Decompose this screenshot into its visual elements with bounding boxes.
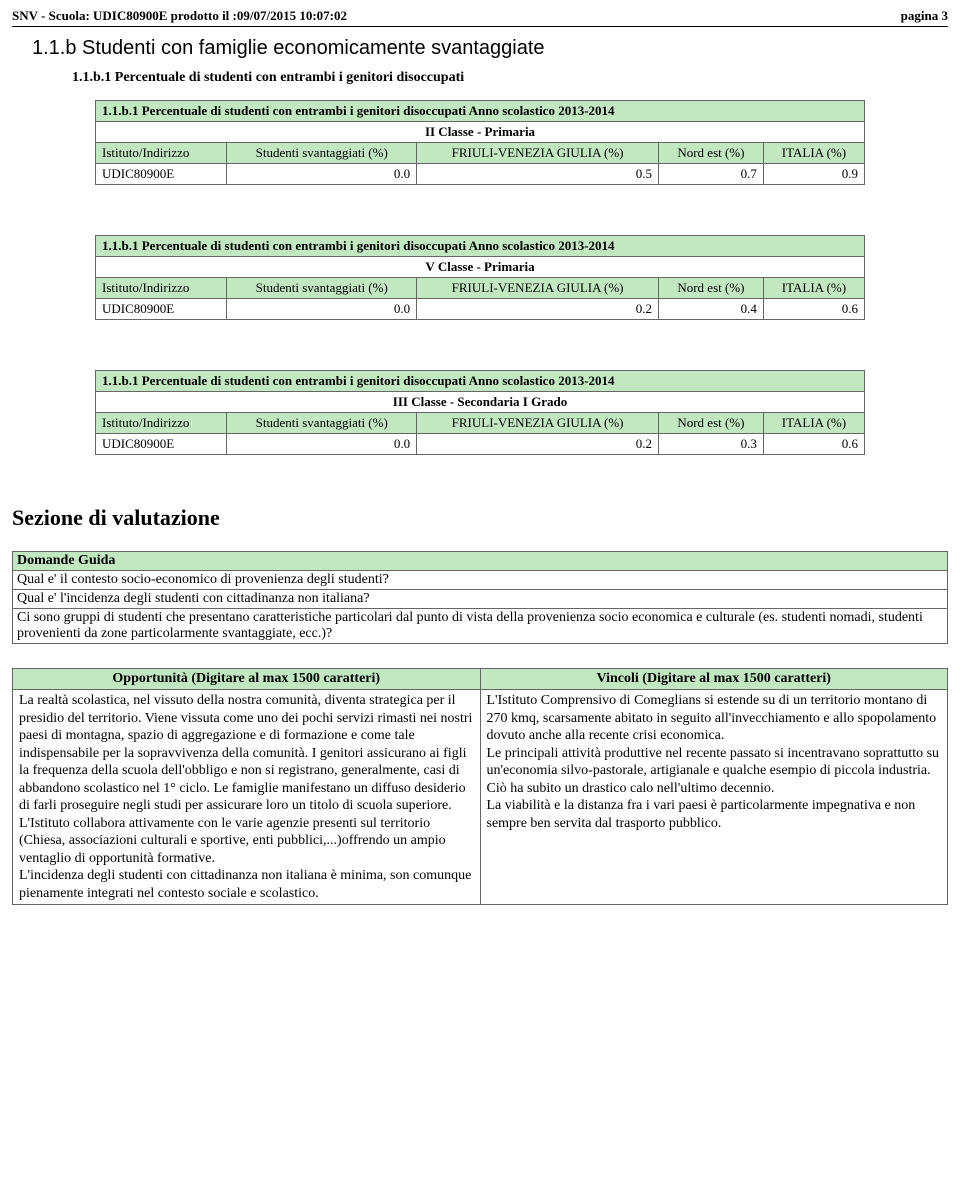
table-title: 1.1.b.1 Percentuale di studenti con entr… xyxy=(96,371,865,392)
column-header: FRIULI-VENEZIA GIULIA (%) xyxy=(417,143,659,164)
value-cell: 0.3 xyxy=(658,434,763,455)
column-header: Istituto/Indirizzo xyxy=(96,413,227,434)
column-header: Studenti svantaggiati (%) xyxy=(227,278,417,299)
table-class: II Classe - Primaria xyxy=(96,122,865,143)
sezione-heading: Sezione di valutazione xyxy=(12,505,948,531)
value-cell: 0.0 xyxy=(227,434,417,455)
table-title: 1.1.b.1 Percentuale di studenti con entr… xyxy=(96,236,865,257)
column-header: Nord est (%) xyxy=(658,278,763,299)
opportunita-body: La realtà scolastica, nel vissuto della … xyxy=(13,690,481,905)
istituto-cell: UDIC80900E xyxy=(96,434,227,455)
value-cell: 0.0 xyxy=(227,299,417,320)
table-row: UDIC80900E0.00.20.40.6 xyxy=(96,299,865,320)
domanda-guida-row: Ci sono gruppi di studenti che presentan… xyxy=(13,609,948,644)
section-title: 1.1.b Studenti con famiglie economicamen… xyxy=(32,37,948,60)
value-cell: 0.6 xyxy=(763,299,864,320)
istituto-cell: UDIC80900E xyxy=(96,164,227,185)
header-left: SNV - Scuola: UDIC80900E prodotto il :09… xyxy=(12,8,347,24)
domanda-guida-row: Qual e' il contesto socio-economico di p… xyxy=(13,571,948,590)
vincoli-header: Vincoli (Digitare al max 1500 caratteri) xyxy=(480,669,948,690)
value-cell: 0.2 xyxy=(417,434,659,455)
value-cell: 0.2 xyxy=(417,299,659,320)
value-cell: 0.9 xyxy=(763,164,864,185)
table-row: UDIC80900E0.00.50.70.9 xyxy=(96,164,865,185)
domande-guida-header: Domande Guida xyxy=(13,552,948,571)
data-table-wrap: 1.1.b.1 Percentuale di studenti con entr… xyxy=(95,235,865,320)
domande-guida-table: Domande Guida Qual e' il contesto socio-… xyxy=(12,551,948,644)
value-cell: 0.0 xyxy=(227,164,417,185)
table-row: UDIC80900E0.00.20.30.6 xyxy=(96,434,865,455)
opportunita-header: Opportunità (Digitare al max 1500 caratt… xyxy=(13,669,481,690)
data-table: 1.1.b.1 Percentuale di studenti con entr… xyxy=(95,235,865,320)
data-table-wrap: 1.1.b.1 Percentuale di studenti con entr… xyxy=(95,370,865,455)
table-title: 1.1.b.1 Percentuale di studenti con entr… xyxy=(96,101,865,122)
value-cell: 0.7 xyxy=(658,164,763,185)
column-header: ITALIA (%) xyxy=(763,278,864,299)
table-class: III Classe - Secondaria I Grado xyxy=(96,392,865,413)
value-cell: 0.5 xyxy=(417,164,659,185)
value-cell: 0.6 xyxy=(763,434,864,455)
domanda-guida-row: Qual e' l'incidenza degli studenti con c… xyxy=(13,590,948,609)
column-header: FRIULI-VENEZIA GIULIA (%) xyxy=(417,413,659,434)
column-header: Nord est (%) xyxy=(658,143,763,164)
data-table: 1.1.b.1 Percentuale di studenti con entr… xyxy=(95,370,865,455)
table-class: V Classe - Primaria xyxy=(96,257,865,278)
column-header: Istituto/Indirizzo xyxy=(96,278,227,299)
opportunita-vincoli-table: Opportunità (Digitare al max 1500 caratt… xyxy=(12,668,948,905)
column-header: Studenti svantaggiati (%) xyxy=(227,143,417,164)
vincoli-body: L'Istituto Comprensivo di Comeglians si … xyxy=(480,690,948,905)
istituto-cell: UDIC80900E xyxy=(96,299,227,320)
column-header: ITALIA (%) xyxy=(763,143,864,164)
column-header: FRIULI-VENEZIA GIULIA (%) xyxy=(417,278,659,299)
data-table-wrap: 1.1.b.1 Percentuale di studenti con entr… xyxy=(95,100,865,185)
page-header: SNV - Scuola: UDIC80900E prodotto il :09… xyxy=(12,8,948,27)
section-subtitle: 1.1.b.1 Percentuale di studenti con entr… xyxy=(72,70,948,86)
value-cell: 0.4 xyxy=(658,299,763,320)
data-table: 1.1.b.1 Percentuale di studenti con entr… xyxy=(95,100,865,185)
column-header: Istituto/Indirizzo xyxy=(96,143,227,164)
header-right: pagina 3 xyxy=(901,8,948,24)
column-header: ITALIA (%) xyxy=(763,413,864,434)
column-header: Studenti svantaggiati (%) xyxy=(227,413,417,434)
column-header: Nord est (%) xyxy=(658,413,763,434)
